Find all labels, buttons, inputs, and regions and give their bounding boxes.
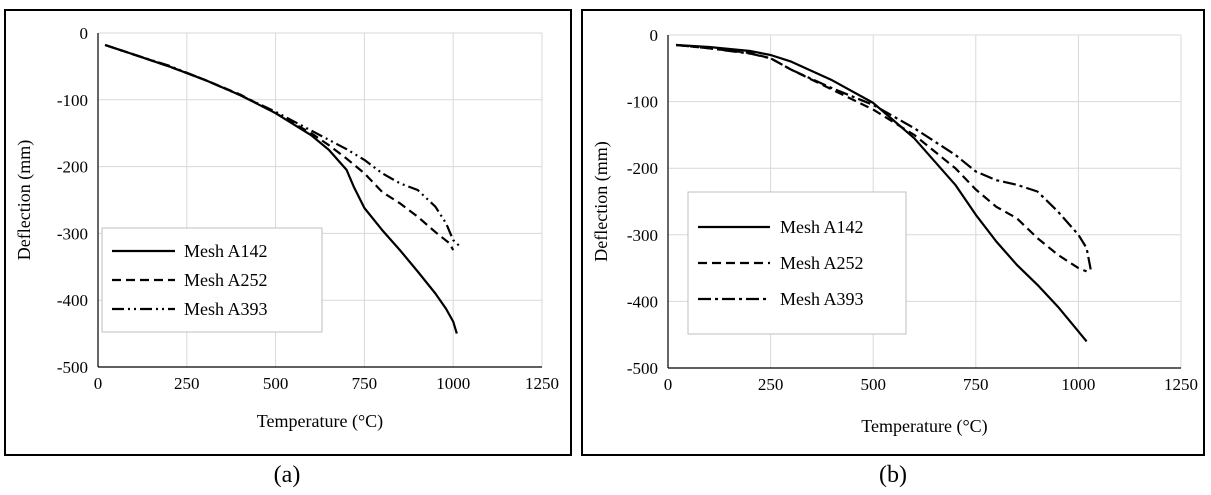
x-tick-label: 750 — [352, 374, 378, 393]
y-tick-label: -200 — [57, 158, 88, 177]
x-tick-label: 1000 — [1061, 375, 1095, 394]
x-tick-label: 250 — [174, 374, 200, 393]
y-tick-label: -400 — [627, 292, 658, 311]
x-tick-label: 250 — [758, 375, 784, 394]
x-tick-label: 0 — [664, 375, 673, 394]
y-tick-label: -300 — [57, 224, 88, 243]
legend-label: Mesh A393 — [780, 289, 864, 309]
panel-a-frame — [4, 9, 572, 456]
y-tick-label: 0 — [650, 26, 659, 45]
x-tick-label: 0 — [94, 374, 103, 393]
y-tick-label: -100 — [57, 91, 88, 110]
y-tick-label: -500 — [627, 359, 658, 378]
y-tick-label: -200 — [627, 159, 658, 178]
x-tick-label: 500 — [263, 374, 289, 393]
x-axis-label: Temperature (°C) — [257, 411, 383, 432]
series-line — [104, 43, 455, 251]
y-tick-label: -100 — [627, 93, 658, 112]
x-axis-label: Temperature (°C) — [861, 416, 987, 437]
panel-b-frame — [581, 9, 1205, 456]
x-tick-label: 750 — [963, 375, 989, 394]
legend-label: Mesh A252 — [184, 270, 268, 290]
legend-label: Mesh A252 — [780, 253, 864, 273]
series-line — [676, 43, 1092, 270]
panel-a: 0 250 500 750 1000 1250 0 -100 -200 -300 -400 -500 T… — [14, 24, 559, 488]
x-tick-label: 1250 — [525, 374, 559, 393]
legend-label: Mesh A142 — [780, 217, 864, 237]
panel-caption: (a) — [274, 462, 301, 488]
panel-b: 0 250 500 750 1000 1250 0 -100 -200 -300 -400 -500 T… — [591, 26, 1198, 488]
x-tick-label: 500 — [860, 375, 886, 394]
x-tick-label: 1000 — [436, 374, 470, 393]
x-tick-label: 1250 — [1164, 375, 1198, 394]
panel-caption: (b) — [879, 462, 907, 488]
legend-box — [101, 227, 323, 333]
y-tick-label: -500 — [57, 358, 88, 377]
y-tick-label: -400 — [57, 291, 88, 310]
legend-box — [687, 191, 907, 335]
y-tick-label: 0 — [80, 24, 89, 43]
y-axis-label: Deflection (mm) — [591, 141, 612, 261]
series-line — [104, 43, 462, 248]
series-line — [676, 43, 1088, 343]
legend-label: Mesh A142 — [184, 241, 268, 261]
y-tick-label: -300 — [627, 226, 658, 245]
y-axis-label: Deflection (mm) — [14, 140, 35, 260]
legend-label: Mesh A393 — [184, 299, 268, 319]
